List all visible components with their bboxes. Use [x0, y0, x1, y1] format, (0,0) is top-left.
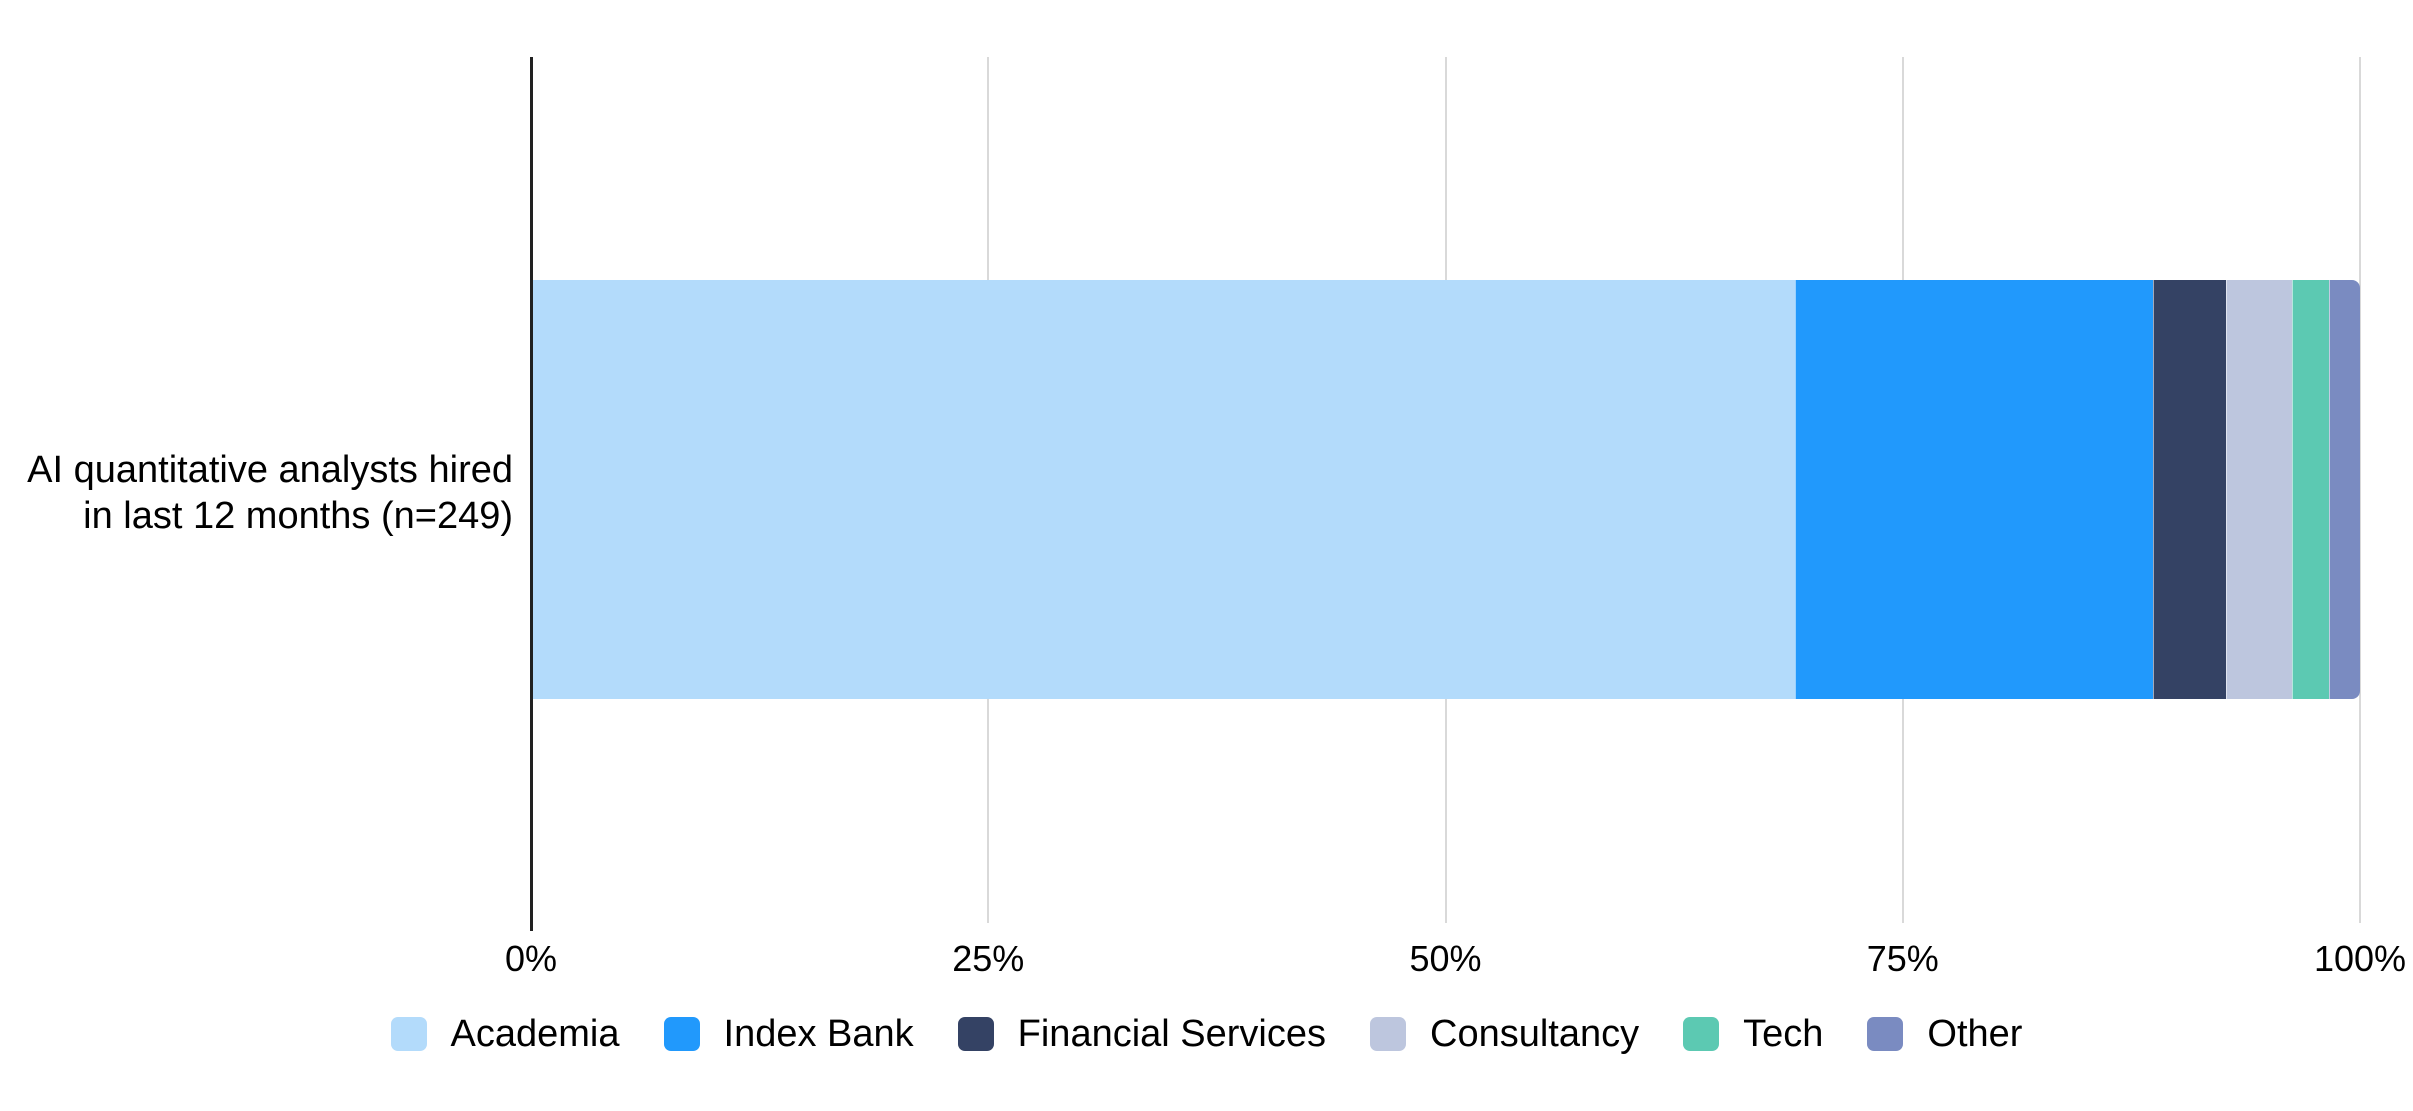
legend: Academia Index Bank Financial Services Cons…	[0, 1008, 2413, 1060]
bar-segment-index-bank[interactable]	[1794, 280, 2154, 699]
legend-swatch-academia	[390, 1017, 427, 1051]
bar-segment-financial-services[interactable]	[2153, 280, 2227, 699]
legend-label-index-bank: Index Bank	[723, 1013, 914, 1055]
legend-swatch-index-bank	[663, 1017, 700, 1051]
x-tick-50: 50%	[1409, 938, 1482, 979]
category-label: AI quantitative analysts hired in last 1…	[0, 447, 513, 539]
legend-swatch-financial-services	[957, 1017, 994, 1051]
legend-label-academia: Academia	[450, 1013, 620, 1055]
legend-item-other[interactable]: Other	[1867, 1008, 2022, 1060]
x-tick-25: 25%	[952, 938, 1025, 979]
legend-item-tech[interactable]: Tech	[1683, 1008, 1823, 1060]
legend-label-other: Other	[1927, 1013, 2023, 1055]
legend-item-academia[interactable]: Academia	[390, 1008, 620, 1060]
legend-label-financial-services: Financial Services	[1017, 1013, 1326, 1055]
x-axis-tick-labels: 0% 25% 50% 75% 100%	[505, 936, 2406, 982]
legend-item-consultancy[interactable]: Consultancy	[1370, 1008, 1639, 1060]
bar-segment-consultancy[interactable]	[2226, 280, 2293, 699]
x-tick-75: 75%	[1866, 938, 1939, 979]
legend-swatch-tech	[1683, 1017, 1720, 1051]
legend-swatch-other	[1867, 1017, 1904, 1051]
bar-segment-academia[interactable]	[531, 280, 1795, 699]
x-tick-0: 0%	[504, 938, 558, 979]
category-label-line2: in last 12 months (n=249)	[83, 495, 513, 537]
bar-segment-other[interactable]	[2328, 280, 2360, 699]
y-axis-line	[530, 57, 533, 931]
category-label-line1: AI quantitative analysts hired	[27, 449, 513, 491]
legend-label-tech: Tech	[1743, 1013, 1824, 1055]
legend-item-index-bank[interactable]: Index Bank	[663, 1008, 914, 1060]
stacked-bar	[531, 280, 2360, 699]
bar-segment-tech[interactable]	[2292, 280, 2329, 699]
legend-item-financial-services[interactable]: Financial Services	[957, 1008, 1326, 1060]
x-tick-100: 100%	[2313, 938, 2407, 979]
legend-label-consultancy: Consultancy	[1430, 1013, 1640, 1055]
plot-area	[531, 57, 2361, 923]
gridline-100	[2359, 57, 2361, 923]
legend-swatch-consultancy	[1370, 1017, 1406, 1051]
